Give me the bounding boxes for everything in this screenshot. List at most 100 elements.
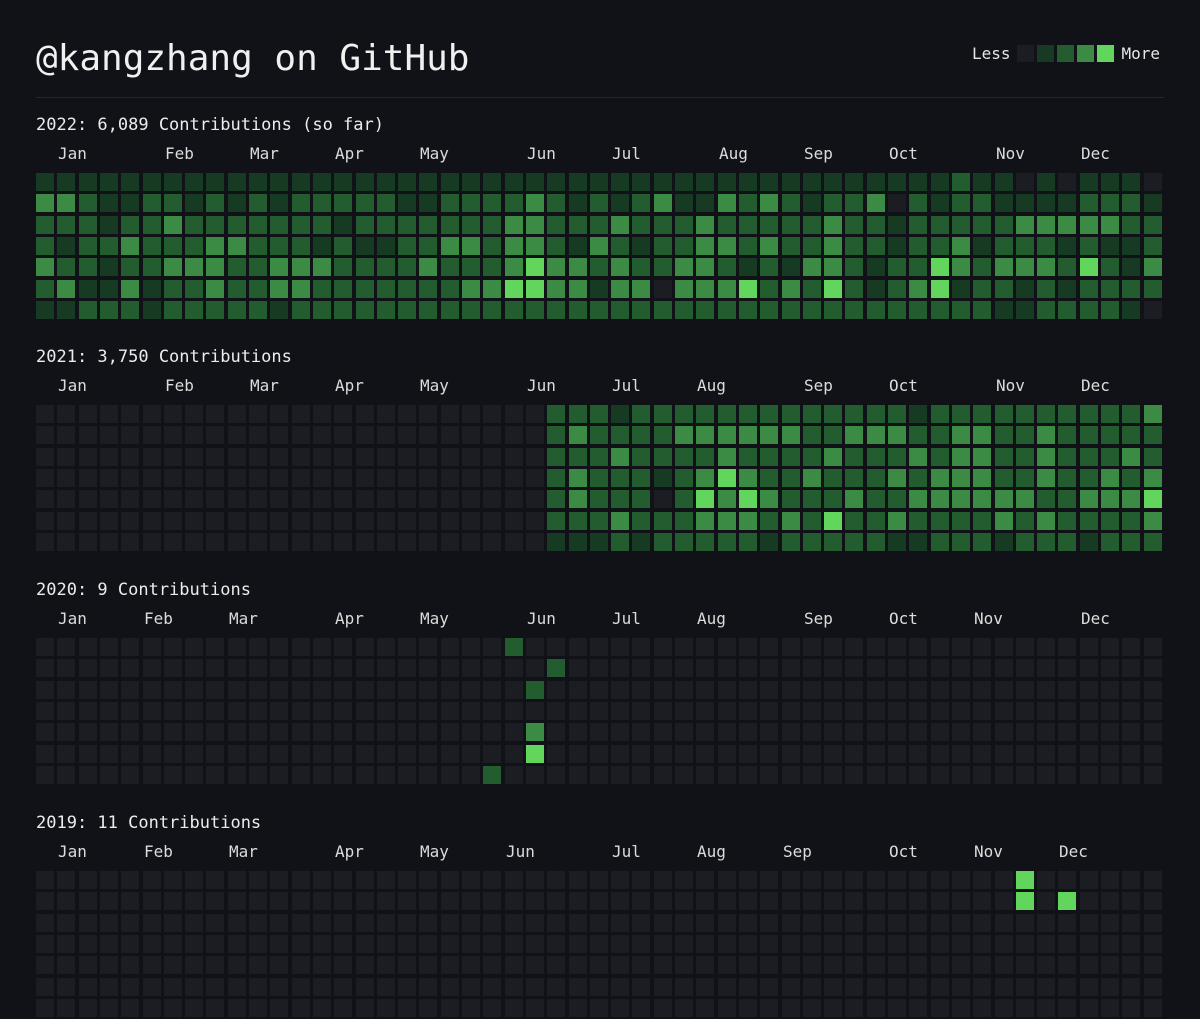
contribution-cell[interactable] — [696, 216, 714, 234]
contribution-cell[interactable] — [462, 448, 480, 466]
contribution-cell[interactable] — [1101, 533, 1119, 551]
contribution-cell[interactable] — [419, 766, 437, 784]
contribution-cell[interactable] — [377, 702, 395, 720]
contribution-cell[interactable] — [973, 280, 991, 298]
contribution-cell[interactable] — [888, 280, 906, 298]
contribution-cell[interactable] — [995, 469, 1013, 487]
contribution-cell[interactable] — [206, 533, 224, 551]
contribution-cell[interactable] — [356, 258, 374, 276]
contribution-cell[interactable] — [228, 914, 246, 932]
contribution-cell[interactable] — [121, 956, 139, 974]
contribution-cell[interactable] — [121, 745, 139, 763]
contribution-cell[interactable] — [292, 258, 310, 276]
contribution-cell[interactable] — [909, 533, 927, 551]
contribution-cell[interactable] — [334, 490, 352, 508]
contribution-cell[interactable] — [79, 978, 97, 996]
contribution-cell[interactable] — [483, 280, 501, 298]
contribution-cell[interactable] — [398, 681, 416, 699]
contribution-cell[interactable] — [867, 280, 885, 298]
contribution-cell[interactable] — [1016, 745, 1034, 763]
contribution-cell[interactable] — [632, 237, 650, 255]
contribution-cell[interactable] — [249, 448, 267, 466]
contribution-cell[interactable] — [334, 871, 352, 889]
contribution-cell[interactable] — [462, 999, 480, 1017]
contribution-cell[interactable] — [888, 681, 906, 699]
contribution-cell[interactable] — [739, 914, 757, 932]
contribution-cell[interactable] — [441, 681, 459, 699]
contribution-cell[interactable] — [249, 978, 267, 996]
contribution-cell[interactable] — [1122, 766, 1140, 784]
contribution-cell[interactable] — [377, 871, 395, 889]
contribution-cell[interactable] — [313, 681, 331, 699]
contribution-cell[interactable] — [1080, 533, 1098, 551]
contribution-cell[interactable] — [249, 258, 267, 276]
contribution-cell[interactable] — [675, 301, 693, 319]
contribution-cell[interactable] — [57, 173, 75, 191]
contribution-cell[interactable] — [441, 216, 459, 234]
contribution-cell[interactable] — [270, 216, 288, 234]
contribution-cell[interactable] — [739, 216, 757, 234]
contribution-cell[interactable] — [1101, 914, 1119, 932]
contribution-cell[interactable] — [782, 237, 800, 255]
contribution-cell[interactable] — [909, 766, 927, 784]
contribution-cell[interactable] — [313, 301, 331, 319]
contribution-cell[interactable] — [419, 999, 437, 1017]
contribution-cell[interactable] — [1144, 194, 1162, 212]
contribution-cell[interactable] — [143, 871, 161, 889]
contribution-cell[interactable] — [270, 301, 288, 319]
contribution-cell[interactable] — [121, 723, 139, 741]
contribution-cell[interactable] — [334, 469, 352, 487]
contribution-cell[interactable] — [760, 194, 778, 212]
contribution-cell[interactable] — [1144, 405, 1162, 423]
contribution-cell[interactable] — [824, 533, 842, 551]
contribution-cell[interactable] — [803, 681, 821, 699]
contribution-cell[interactable] — [931, 280, 949, 298]
contribution-cell[interactable] — [164, 638, 182, 656]
contribution-cell[interactable] — [909, 173, 927, 191]
contribution-cell[interactable] — [1037, 702, 1055, 720]
contribution-cell[interactable] — [569, 871, 587, 889]
contribution-cell[interactable] — [377, 448, 395, 466]
contribution-cell[interactable] — [569, 194, 587, 212]
contribution-cell[interactable] — [1016, 490, 1034, 508]
contribution-cell[interactable] — [100, 659, 118, 677]
contribution-cell[interactable] — [462, 194, 480, 212]
contribution-cell[interactable] — [483, 745, 501, 763]
contribution-cell[interactable] — [569, 681, 587, 699]
contribution-cell[interactable] — [995, 237, 1013, 255]
contribution-cell[interactable] — [1037, 426, 1055, 444]
contribution-cell[interactable] — [760, 173, 778, 191]
contribution-cell[interactable] — [206, 935, 224, 953]
contribution-cell[interactable] — [57, 194, 75, 212]
contribution-cell[interactable] — [760, 702, 778, 720]
contribution-cell[interactable] — [867, 638, 885, 656]
contribution-cell[interactable] — [696, 935, 714, 953]
contribution-cell[interactable] — [654, 935, 672, 953]
contribution-cell[interactable] — [1122, 469, 1140, 487]
contribution-cell[interactable] — [356, 301, 374, 319]
contribution-cell[interactable] — [419, 681, 437, 699]
contribution-cell[interactable] — [334, 702, 352, 720]
contribution-cell[interactable] — [547, 935, 565, 953]
contribution-cell[interactable] — [739, 512, 757, 530]
contribution-cell[interactable] — [526, 935, 544, 953]
contribution-cell[interactable] — [1058, 194, 1076, 212]
contribution-cell[interactable] — [867, 659, 885, 677]
contribution-cell[interactable] — [1058, 426, 1076, 444]
contribution-cell[interactable] — [505, 216, 523, 234]
contribution-cell[interactable] — [867, 301, 885, 319]
contribution-cell[interactable] — [462, 405, 480, 423]
contribution-cell[interactable] — [1101, 956, 1119, 974]
contribution-cell[interactable] — [845, 681, 863, 699]
contribution-cell[interactable] — [377, 512, 395, 530]
contribution-cell[interactable] — [270, 405, 288, 423]
contribution-cell[interactable] — [888, 935, 906, 953]
contribution-cell[interactable] — [1122, 914, 1140, 932]
contribution-cell[interactable] — [569, 935, 587, 953]
contribution-cell[interactable] — [696, 871, 714, 889]
contribution-cell[interactable] — [398, 999, 416, 1017]
contribution-cell[interactable] — [505, 935, 523, 953]
contribution-cell[interactable] — [931, 956, 949, 974]
contribution-cell[interactable] — [526, 512, 544, 530]
contribution-cell[interactable] — [441, 405, 459, 423]
